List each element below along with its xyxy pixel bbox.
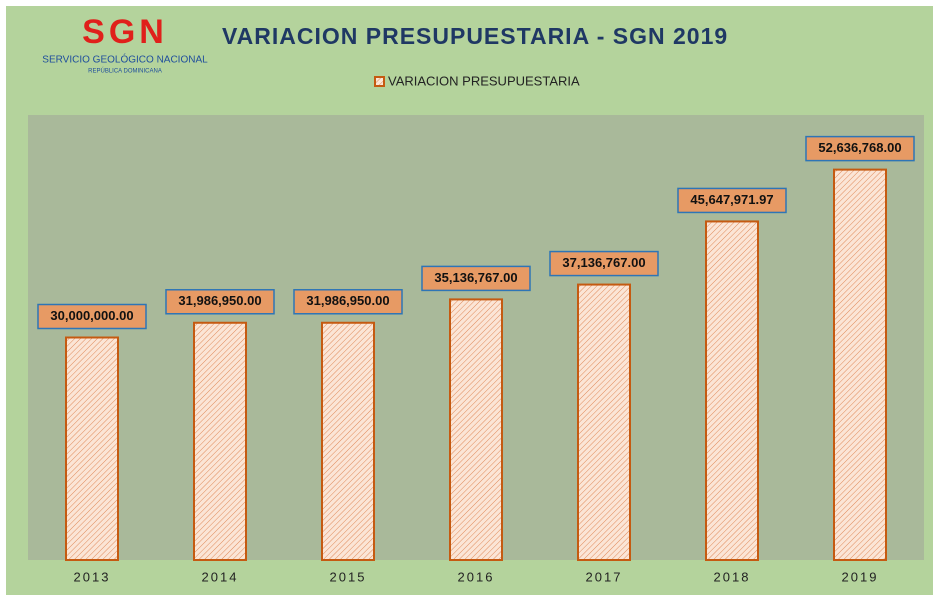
data-label: 52,636,768.00 [818, 140, 901, 155]
data-label: 31,986,950.00 [178, 293, 261, 308]
x-tick-label: 2017 [586, 569, 623, 584]
logo-country: REPÚBLICA DOMINICANA [88, 68, 162, 75]
data-label-box [549, 250, 659, 277]
data-label-box [421, 265, 531, 292]
bar [449, 298, 503, 561]
bar [65, 336, 119, 561]
logo-name: SERVICIO GEOLÓGICO NACIONAL [42, 53, 208, 66]
data-label-box [293, 289, 403, 315]
data-label-box [165, 289, 275, 315]
legend-label: VARIACION PRESUPUESTARIA [388, 73, 580, 88]
x-tick-label: 2018 [714, 569, 751, 584]
legend-swatch [374, 76, 385, 87]
data-label-box [805, 135, 915, 162]
data-label: 30,000,000.00 [50, 308, 133, 323]
data-label: 37,136,767.00 [562, 255, 645, 270]
x-tick-label: 2013 [74, 569, 111, 584]
x-tick-label: 2014 [202, 569, 239, 584]
data-label: 31,986,950.00 [306, 293, 389, 308]
logo-text: SGN [82, 13, 168, 51]
x-tick-label: 2015 [330, 569, 367, 584]
x-tick-label: 2019 [842, 569, 879, 584]
x-tick-label: 2016 [458, 569, 495, 584]
chart-title: VARIACION PRESUPUESTARIA - SGN 2019 [222, 23, 728, 49]
data-label: 45,647,971.97 [690, 192, 773, 207]
bar [705, 220, 759, 561]
bar [833, 168, 887, 562]
data-label: 35,136,767.00 [434, 270, 517, 285]
bar [321, 321, 375, 561]
bar [577, 283, 631, 561]
data-label-box [37, 303, 147, 330]
bar [193, 321, 247, 561]
data-label-box [677, 187, 787, 214]
